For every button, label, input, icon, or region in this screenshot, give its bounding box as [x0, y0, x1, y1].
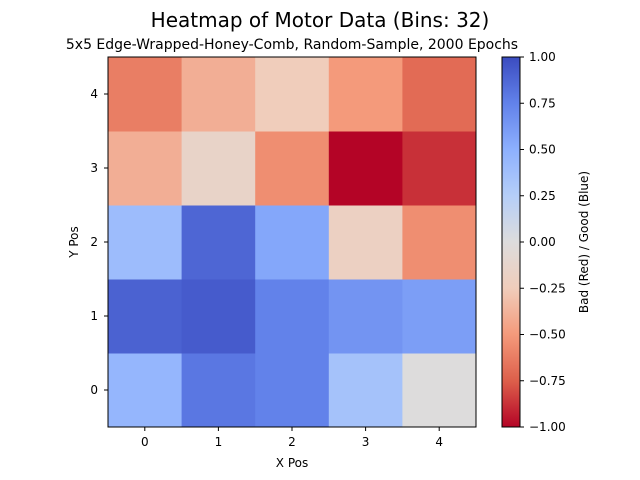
colorbar-tick-label: 1.00 [529, 50, 556, 64]
heatmap-cell-x0-y4 [108, 57, 183, 132]
colorbar-tick-label: −1.00 [529, 420, 566, 434]
chart-subtitle: 5x5 Edge-Wrapped-Honey-Comb, Random-Samp… [66, 37, 518, 53]
y-axis-ticks: 0 1 2 3 4 [90, 87, 108, 397]
heatmap-cell-x2-y2 [255, 205, 330, 280]
y-tick-label: 3 [90, 161, 98, 175]
colorbar-tick-label: −0.50 [529, 328, 566, 342]
heatmap-cell-x1-y2 [181, 205, 256, 280]
colorbar-tick-label: 0.25 [529, 189, 556, 203]
colorbar [501, 56, 521, 428]
heatmap-cell-x3-y2 [328, 205, 403, 280]
heatmap-cell-x2-y4 [255, 57, 330, 132]
heatmap-cell-x3-y1 [328, 279, 403, 354]
heatmap-cell-x0-y3 [108, 131, 183, 206]
x-tick-label: 4 [435, 435, 443, 449]
heatmap-cell-x3-y0 [328, 353, 403, 428]
heatmap-cell-x1-y4 [181, 57, 256, 132]
heatmap-cell-x1-y3 [181, 131, 256, 206]
heatmap-cell-x0-y2 [108, 205, 183, 280]
heatmap-cell-x2-y3 [255, 131, 330, 206]
heatmap-cell-x0-y0 [108, 353, 183, 428]
heatmap-cell-x1-y1 [181, 279, 256, 354]
heatmap-cell-x4-y1 [402, 279, 477, 354]
y-tick-label: 1 [90, 309, 98, 323]
colorbar-ticks: 1.00 0.75 0.50 0.25 0.00 −0.25 −0.50 −0.75 −1.00 [520, 50, 566, 434]
heatmap-cell-x4-y0 [402, 353, 477, 428]
heatmap-cell-x0-y1 [108, 279, 183, 354]
x-tick-label: 0 [141, 435, 149, 449]
heatmap-cell-x1-y0 [181, 353, 256, 428]
x-tick-label: 2 [288, 435, 296, 449]
colorbar-tick-label: −0.75 [529, 374, 566, 388]
x-tick-label: 1 [215, 435, 223, 449]
chart-title: Heatmap of Motor Data (Bins: 32) [151, 8, 490, 32]
heatmap-cell-x2-y0 [255, 353, 330, 428]
y-tick-label: 4 [90, 87, 98, 101]
heatmap-cell-x4-y3 [402, 131, 477, 206]
heatmap-cell-x4-y2 [402, 205, 477, 280]
colorbar-tick-label: −0.25 [529, 281, 566, 295]
colorbar-tick-label: 0.00 [529, 235, 556, 249]
heatmap-cell-x3-y3 [328, 131, 403, 206]
x-tick-label: 3 [362, 435, 370, 449]
heatmap-cell-x3-y4 [328, 57, 403, 132]
x-axis-ticks: 0 1 2 3 4 [141, 427, 443, 449]
y-tick-label: 2 [90, 235, 98, 249]
x-axis-label: X Pos [276, 456, 308, 470]
heatmap-cell-x4-y4 [402, 57, 477, 132]
heatmap-cell-x2-y1 [255, 279, 330, 354]
y-axis-label: Y Pos [67, 226, 81, 259]
colorbar-label: Bad (Red) / Good (Blue) [577, 171, 591, 313]
heatmap-cells [108, 57, 477, 428]
colorbar-tick-label: 0.50 [529, 143, 556, 157]
colorbar-tick-label: 0.75 [529, 96, 556, 110]
y-tick-label: 0 [90, 383, 98, 397]
